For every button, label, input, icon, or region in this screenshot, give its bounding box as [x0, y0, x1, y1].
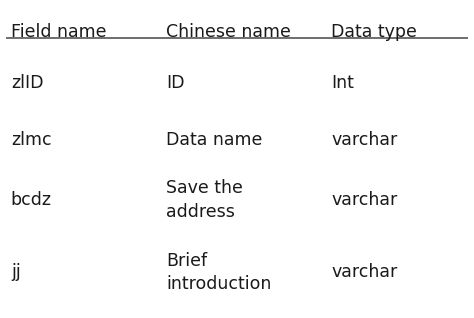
Text: ID: ID	[166, 74, 185, 92]
Text: varchar: varchar	[331, 264, 398, 281]
Text: Data name: Data name	[166, 131, 263, 149]
Text: Field name: Field name	[11, 24, 106, 41]
Text: varchar: varchar	[331, 131, 398, 149]
Text: Data type: Data type	[331, 24, 417, 41]
Text: Int: Int	[331, 74, 354, 92]
Text: bcdz: bcdz	[11, 191, 52, 209]
Text: varchar: varchar	[331, 191, 398, 209]
Text: Save the
address: Save the address	[166, 179, 243, 221]
Text: zlID: zlID	[11, 74, 43, 92]
Text: Chinese name: Chinese name	[166, 24, 291, 41]
Text: jj: jj	[11, 264, 20, 281]
Text: zlmc: zlmc	[11, 131, 52, 149]
Text: Brief
introduction: Brief introduction	[166, 252, 272, 293]
